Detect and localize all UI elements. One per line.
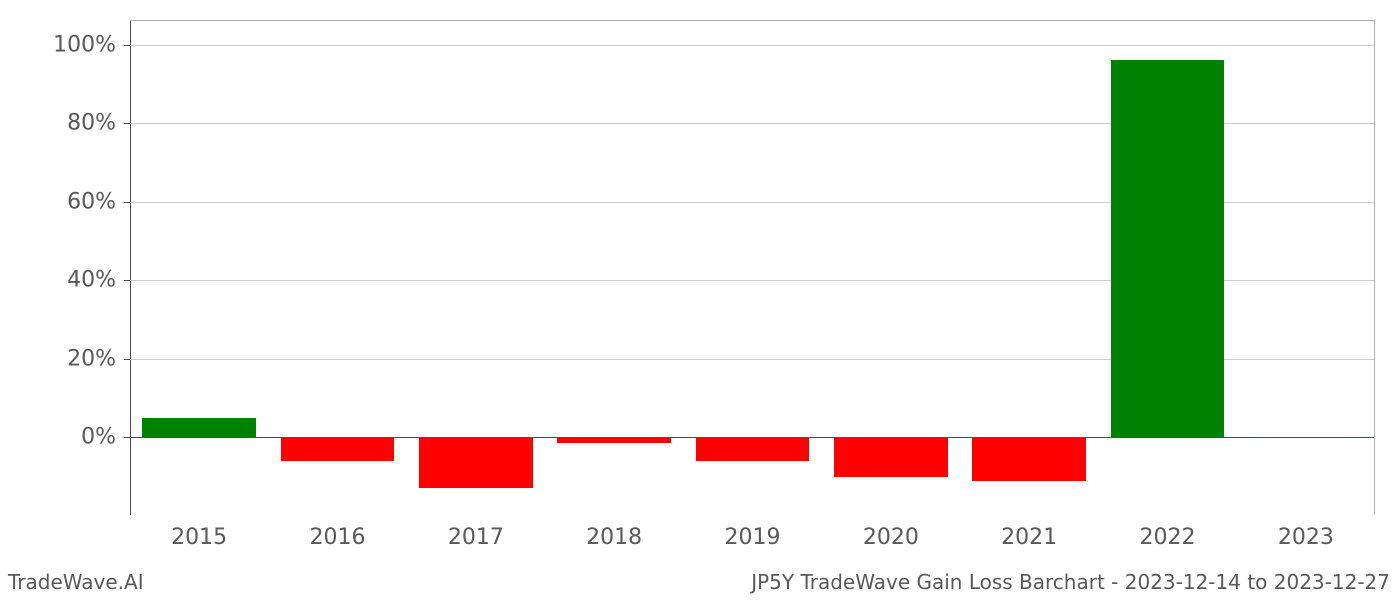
gridline: [130, 45, 1374, 46]
footer-caption: JP5Y TradeWave Gain Loss Barchart - 2023…: [751, 570, 1390, 594]
bar: [1249, 437, 1362, 438]
bar: [557, 437, 670, 443]
footer-brand: TradeWave.AI: [8, 570, 144, 594]
figure: 0% 20% 40% 60% 80% 100% 2015 2016 2017 2018 2019 20…: [0, 0, 1400, 600]
ytick-label: 20%: [67, 346, 130, 371]
bar: [696, 437, 809, 461]
bar: [972, 437, 1085, 480]
spine-left: [130, 21, 131, 515]
xtick-label: 2022: [1140, 515, 1196, 550]
xtick-label: 2018: [586, 515, 642, 550]
ytick-label: 0%: [81, 425, 130, 450]
ytick-label: 40%: [67, 268, 130, 293]
xtick-label: 2016: [310, 515, 366, 550]
bar: [281, 437, 394, 461]
bar: [1111, 60, 1224, 437]
ytick-label: 80%: [67, 111, 130, 136]
xtick-label: 2019: [725, 515, 781, 550]
bar: [834, 437, 947, 476]
bar: [419, 437, 532, 488]
plot-area: 0%20%40%60%80%100%2015201620172018201920…: [130, 20, 1375, 515]
ytick-label: 60%: [67, 189, 130, 214]
xtick-label: 2021: [1001, 515, 1057, 550]
xtick-label: 2017: [448, 515, 504, 550]
xtick-label: 2023: [1278, 515, 1334, 550]
bar: [142, 418, 255, 438]
xtick-label: 2020: [863, 515, 919, 550]
xtick-label: 2015: [171, 515, 227, 550]
ytick-label: 100%: [53, 32, 130, 57]
